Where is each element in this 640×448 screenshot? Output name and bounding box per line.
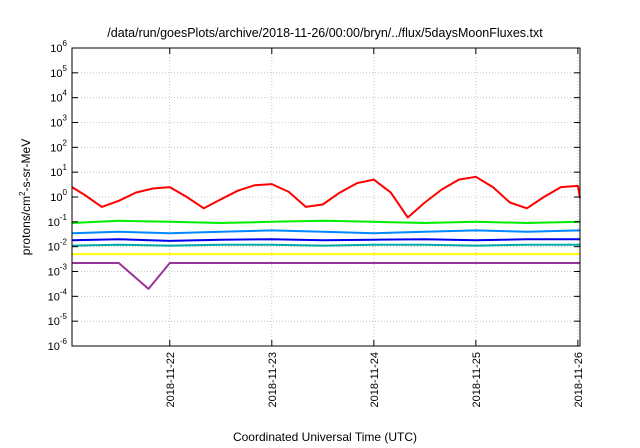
y-tick-exponent: -6 (60, 337, 68, 346)
y-tick-exponent: 4 (63, 89, 68, 98)
y-tick-exponent: -4 (60, 287, 68, 296)
y-tick-exponent: 5 (63, 64, 68, 73)
y-tick-label: 101 (50, 163, 67, 179)
y-tick-exponent: -3 (60, 263, 68, 272)
series-line-7 (72, 262, 580, 290)
y-tick-label: 103 (50, 114, 67, 130)
y-tick-base: 10 (48, 316, 60, 328)
x-tick-label: 2018-11-26 (573, 352, 585, 407)
y-tick-base: 10 (48, 242, 60, 254)
y-tick-exponent: -2 (60, 238, 68, 247)
series-line-5 (71, 243, 580, 247)
x-tick-label: 2018-11-22 (165, 352, 177, 407)
y-tick-base: 10 (48, 267, 60, 279)
y-tick-label: 10-5 (48, 312, 68, 328)
series-line-2 (71, 219, 581, 224)
x-tick-label: 2018-11-24 (369, 352, 381, 407)
series-line-3 (71, 229, 581, 235)
x-axis-label: Coordinated Universal Time (UTC) (233, 430, 417, 444)
y-axis-label-base: protons/cm (19, 196, 33, 255)
y-tick-label: 10-1 (48, 213, 68, 229)
y-tick-base: 10 (50, 93, 62, 105)
y-tick-base: 10 (50, 142, 62, 154)
y-tick-label: 106 (50, 39, 67, 55)
x-axis: 2018-11-22 2018-11-23 2018-11-24 2018-11-25… (165, 48, 585, 407)
y-tick-label: 100 (50, 188, 67, 204)
data-series (71, 175, 581, 290)
y-tick-label: 10-6 (48, 337, 68, 353)
y-tick-base: 10 (50, 118, 62, 130)
y-tick-label: 10-3 (48, 263, 68, 279)
y-tick-exponent: 6 (63, 39, 68, 48)
y-axis-label-rest: -s-sr-MeV (19, 139, 33, 192)
y-tick-base: 10 (48, 291, 60, 303)
y-tick-exponent: 0 (63, 188, 68, 197)
y-tick-exponent: -5 (60, 312, 68, 321)
y-tick-base: 10 (50, 167, 62, 179)
series-line-4 (71, 238, 580, 242)
series-line-1 (71, 175, 581, 219)
y-axis: 10-610-510-410-310-210-11001011021031041… (48, 39, 580, 353)
y-axis-label: protons/cm2-s-sr-MeV (18, 139, 33, 255)
y-tick-label: 10-2 (48, 238, 68, 254)
y-axis-label-sup: 2 (18, 191, 27, 196)
y-tick-base: 10 (48, 341, 60, 353)
y-tick-base: 10 (50, 68, 62, 80)
y-tick-exponent: 1 (63, 163, 68, 172)
y-tick-base: 10 (48, 217, 60, 229)
y-tick-label: 102 (50, 138, 67, 154)
y-tick-label: 104 (50, 89, 67, 105)
y-tick-label: 105 (50, 64, 67, 80)
y-tick-base: 10 (50, 43, 62, 55)
y-tick-exponent: 2 (63, 138, 68, 147)
y-tick-exponent: 3 (63, 114, 68, 123)
x-tick-label: 2018-11-23 (267, 352, 279, 407)
chart-title: /data/run/goesPlots/archive/2018-11-26/0… (107, 26, 543, 40)
y-tick-base: 10 (50, 192, 62, 204)
y-tick-label: 10-4 (48, 287, 68, 303)
x-tick-label: 2018-11-25 (471, 352, 483, 407)
y-tick-exponent: -1 (60, 213, 68, 222)
